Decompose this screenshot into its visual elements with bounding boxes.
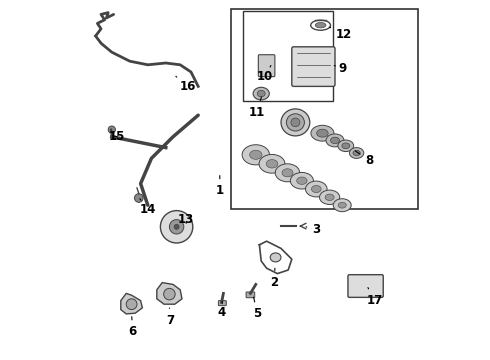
Ellipse shape: [275, 164, 300, 182]
Ellipse shape: [330, 137, 340, 144]
FancyBboxPatch shape: [246, 292, 255, 298]
Ellipse shape: [342, 143, 350, 149]
Circle shape: [134, 194, 143, 202]
Ellipse shape: [297, 177, 307, 184]
Ellipse shape: [333, 199, 351, 212]
Ellipse shape: [305, 181, 327, 197]
Ellipse shape: [325, 194, 334, 201]
Circle shape: [160, 211, 193, 243]
Text: 17: 17: [367, 288, 383, 307]
Text: 16: 16: [176, 76, 196, 93]
Text: 15: 15: [109, 130, 125, 143]
Circle shape: [174, 224, 179, 229]
Ellipse shape: [242, 145, 270, 165]
Ellipse shape: [282, 169, 293, 177]
Ellipse shape: [291, 172, 314, 189]
Text: 13: 13: [177, 213, 194, 226]
Ellipse shape: [317, 129, 328, 137]
Text: 6: 6: [128, 317, 137, 338]
Text: 5: 5: [253, 297, 262, 320]
Circle shape: [170, 220, 184, 234]
Text: 11: 11: [248, 97, 265, 119]
Text: 7: 7: [166, 308, 174, 327]
Ellipse shape: [253, 87, 270, 100]
Circle shape: [126, 299, 137, 310]
Ellipse shape: [353, 150, 360, 156]
Ellipse shape: [319, 190, 340, 204]
FancyBboxPatch shape: [219, 301, 226, 306]
Text: 8: 8: [355, 151, 373, 167]
FancyBboxPatch shape: [292, 47, 335, 86]
Ellipse shape: [259, 154, 285, 173]
Ellipse shape: [338, 202, 346, 208]
Ellipse shape: [349, 148, 364, 158]
Text: 1: 1: [216, 176, 224, 197]
FancyBboxPatch shape: [258, 55, 275, 77]
Ellipse shape: [281, 109, 310, 136]
Text: 9: 9: [334, 62, 346, 75]
Polygon shape: [121, 293, 143, 314]
Circle shape: [164, 288, 175, 300]
Ellipse shape: [249, 150, 262, 159]
Text: 4: 4: [218, 302, 226, 319]
Ellipse shape: [312, 185, 321, 193]
Ellipse shape: [315, 23, 326, 28]
Text: 3: 3: [306, 223, 320, 236]
Ellipse shape: [270, 253, 281, 262]
Ellipse shape: [286, 114, 304, 131]
Text: 10: 10: [257, 66, 273, 83]
Ellipse shape: [257, 90, 265, 97]
Ellipse shape: [266, 159, 278, 168]
Ellipse shape: [338, 140, 354, 152]
FancyBboxPatch shape: [348, 275, 383, 297]
Ellipse shape: [311, 125, 334, 141]
Text: 12: 12: [330, 27, 352, 41]
Ellipse shape: [291, 118, 300, 127]
Polygon shape: [157, 283, 182, 304]
Text: 14: 14: [140, 199, 156, 216]
Circle shape: [108, 126, 116, 133]
Text: 2: 2: [270, 268, 279, 289]
Ellipse shape: [326, 134, 344, 147]
